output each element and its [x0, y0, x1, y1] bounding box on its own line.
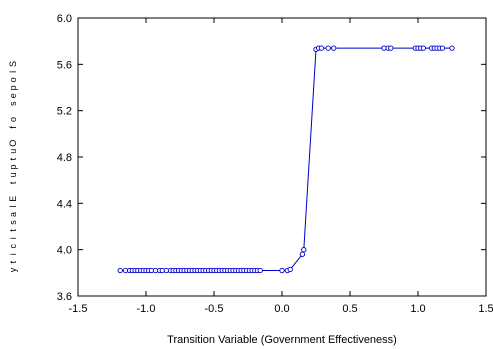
- x-tick-label: -0.5: [205, 303, 224, 315]
- y-axis-title-char: i: [8, 237, 18, 239]
- y-axis-title-char: t: [8, 181, 18, 184]
- y-axis-title-char: p: [8, 85, 18, 90]
- y-axis-title-char: u: [8, 172, 18, 177]
- y-axis-title-char: s: [8, 101, 18, 106]
- y-axis-title-char: o: [8, 77, 18, 82]
- y-tick-label: 4.0: [57, 245, 72, 257]
- y-axis-ticks: 3.6 4.0 4.4 4.8 5.2 5.6 6.0: [57, 13, 486, 303]
- y-axis-title-char: E: [8, 196, 18, 202]
- data-point: [288, 267, 292, 271]
- data-point: [389, 46, 393, 50]
- x-tick-label: -1.0: [137, 303, 156, 315]
- x-tick-label: 1.5: [478, 303, 493, 315]
- x-tick-label: 1.0: [410, 303, 425, 315]
- y-axis-title-char: e: [8, 93, 18, 98]
- y-axis-title-char: f: [8, 126, 18, 129]
- data-point: [440, 46, 444, 50]
- y-axis-title-char: l: [8, 206, 18, 208]
- y-axis-title-char: u: [8, 149, 18, 154]
- y-axis-title-char: s: [8, 220, 18, 225]
- data-point: [319, 46, 323, 50]
- y-axis-title-char: l: [8, 71, 18, 73]
- y-axis-title-char: S: [8, 61, 18, 67]
- y-axis-title-char: p: [8, 164, 18, 169]
- x-tick-label: 0.0: [274, 303, 289, 315]
- data-point: [280, 268, 284, 272]
- data-point: [118, 268, 122, 272]
- x-axis-title: Transition Variable (Government Effectiv…: [167, 334, 397, 346]
- y-axis-title-char: i: [8, 253, 18, 255]
- y-axis-title-char: y: [8, 267, 18, 272]
- y-axis-title-char: a: [8, 212, 18, 217]
- data-point: [302, 248, 306, 252]
- x-tick-label: 0.5: [342, 303, 357, 315]
- x-tick-label: -1.5: [69, 303, 88, 315]
- y-tick-label: 5.6: [57, 59, 72, 71]
- plot-frame: [78, 18, 486, 296]
- data-point: [332, 46, 336, 50]
- y-tick-label: 4.4: [57, 198, 72, 210]
- data-point: [450, 46, 454, 50]
- y-axis-title-char: c: [8, 243, 18, 248]
- y-tick-label: 3.6: [57, 291, 72, 303]
- data-point: [326, 46, 330, 50]
- y-axis-title-char: t: [8, 260, 18, 263]
- data-point: [300, 252, 304, 256]
- y-tick-label: 4.8: [57, 152, 72, 164]
- y-axis-title-char: o: [8, 117, 18, 122]
- y-axis-title-char: t: [8, 157, 18, 160]
- y-axis-title-char: O: [8, 140, 18, 147]
- y-tick-label: 5.2: [57, 106, 72, 118]
- series-line: [120, 48, 452, 270]
- y-tick-label: 6.0: [57, 13, 72, 25]
- y-axis-title-char: t: [8, 229, 18, 232]
- series-markers: [118, 46, 454, 273]
- data-point: [421, 46, 425, 50]
- data-point: [258, 268, 262, 272]
